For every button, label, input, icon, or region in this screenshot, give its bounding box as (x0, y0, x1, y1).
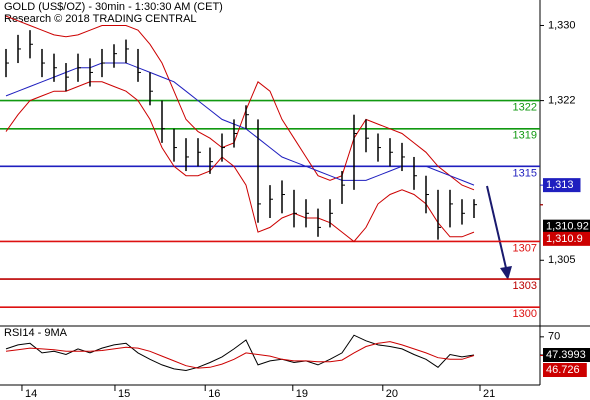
price-tag-box (543, 231, 590, 246)
price-tag-label: 46.726 (546, 364, 580, 376)
level-label: 1315 (513, 167, 537, 179)
y-tick-label: 1,330 (548, 19, 576, 31)
forecast-arrowhead (500, 266, 512, 280)
price-tag-box (543, 219, 590, 234)
price-tag-box (543, 363, 587, 377)
x-tick-label: 20 (386, 388, 398, 400)
y-tick-label: 1,322 (548, 95, 576, 107)
price-tag-label: 47.3993 (546, 349, 586, 361)
price-tag-label: 1,310.92 (546, 221, 589, 233)
level-label: 1307 (513, 242, 537, 254)
price-tag-label: 1,313 (546, 179, 574, 191)
chart-subtitle: Research © 2018 TRADING CENTRAL (4, 13, 197, 25)
rsi-line (5, 341, 475, 369)
rsi-title: RSI14 - 9MA (4, 327, 68, 339)
forecast-arrow (486, 185, 507, 269)
level-label: 1300 (513, 308, 537, 320)
x-tick-label: 16 (208, 388, 220, 400)
price-tag-label: 1,310.9 (546, 233, 583, 245)
level-label: 1322 (513, 102, 537, 114)
lower-band (5, 81, 475, 243)
level-label: 1303 (513, 280, 537, 292)
x-tick-label: 19 (296, 388, 308, 400)
chart-title: GOLD (US$/OZ) - 30min - 1:30:30 AM (CET) (4, 1, 223, 13)
x-tick-label: 15 (118, 388, 130, 400)
level-label: 1319 (513, 130, 537, 142)
price-tag-box (543, 348, 590, 362)
y-tick-label: 70 (548, 331, 560, 343)
price-tag-box (543, 178, 581, 193)
x-tick-label: 21 (483, 388, 495, 400)
moving-average (5, 62, 475, 186)
x-tick-label: 14 (25, 388, 37, 400)
y-tick-label: 1,305 (548, 254, 576, 266)
